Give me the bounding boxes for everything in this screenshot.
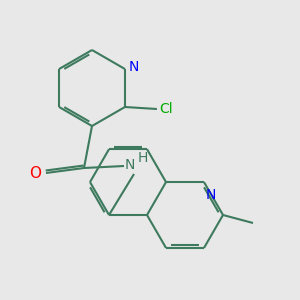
Text: N: N (125, 158, 135, 172)
Text: N: N (206, 188, 216, 202)
Text: H: H (138, 151, 148, 165)
Text: N: N (129, 60, 139, 74)
Text: Cl: Cl (159, 102, 172, 116)
Text: O: O (29, 166, 41, 181)
